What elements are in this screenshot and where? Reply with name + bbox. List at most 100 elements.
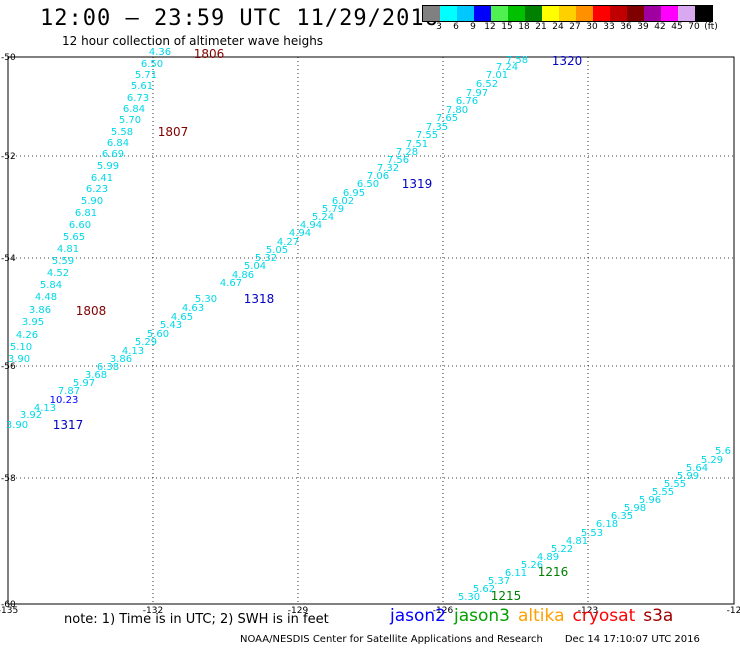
swh-value: 4.94 bbox=[300, 220, 322, 231]
swh-value: 6.95 bbox=[343, 188, 365, 199]
pass-time-label: 1807 bbox=[158, 125, 189, 139]
swh-value: 5.70 bbox=[119, 115, 141, 126]
legend-label: 21 bbox=[535, 22, 547, 32]
legend-label: 27 bbox=[569, 22, 581, 32]
swh-value: 3.86 bbox=[110, 354, 132, 365]
swh-value: 7.51 bbox=[406, 139, 428, 150]
pass-time-label: 1317 bbox=[53, 418, 84, 432]
legend-swatch bbox=[542, 6, 559, 21]
swh-value: 6.02 bbox=[332, 196, 354, 207]
swh-value: 6.11 bbox=[505, 568, 527, 579]
legend-label: 42 bbox=[654, 22, 666, 32]
footer: NOAA/NESDIS Center for Satellite Applica… bbox=[240, 634, 700, 645]
legend-swatch bbox=[559, 6, 576, 21]
satellite-jason3: jason3 bbox=[454, 606, 510, 626]
swh-value: 7.97 bbox=[466, 88, 488, 99]
swh-value: 6.73 bbox=[127, 93, 149, 104]
swh-value: 6.38 bbox=[97, 362, 119, 373]
swh-value: 4.94 bbox=[289, 228, 311, 239]
legend-swatch bbox=[610, 6, 627, 21]
latitude-tick-label: -54 bbox=[1, 254, 16, 264]
swh-value: 5.24 bbox=[312, 212, 334, 223]
swh-value: 5.90 bbox=[81, 196, 103, 207]
pass-time-label: 1318 bbox=[244, 292, 275, 306]
swh-value: 6.50 bbox=[141, 59, 163, 70]
swh-value: 7.32 bbox=[377, 163, 399, 174]
swh-value: 4.13 bbox=[122, 346, 144, 357]
legend-label: 30 bbox=[586, 22, 598, 32]
legend-label: 33 bbox=[603, 22, 615, 32]
pass-time-label: 1808 bbox=[76, 304, 107, 318]
legend-label: 6 bbox=[453, 22, 459, 32]
longitude-tick-label: -132 bbox=[143, 606, 163, 616]
swh-value: 7.80 bbox=[446, 105, 468, 116]
pass-time-label: 1806 bbox=[194, 47, 225, 61]
swh-value: 5.64 bbox=[686, 463, 708, 474]
swh-value: 4.63 bbox=[182, 303, 204, 314]
swh-value: 4.26 bbox=[16, 330, 38, 341]
swh-value: 7.35 bbox=[426, 122, 448, 133]
latitude-tick-label: -60 bbox=[1, 600, 16, 610]
swh-value: 6.41 bbox=[91, 173, 113, 184]
swh-value: 7.65 bbox=[436, 113, 458, 124]
legend-swatch bbox=[695, 6, 712, 21]
swh-value: 6.81 bbox=[75, 208, 97, 219]
swh-value: 4.89 bbox=[537, 552, 559, 563]
legend-swatch bbox=[491, 6, 508, 21]
swh-value: 3.92 bbox=[20, 410, 42, 421]
swh-value: 5.6 bbox=[715, 446, 731, 457]
legend-label: 3 bbox=[436, 22, 442, 32]
swh-value: 6.35 bbox=[611, 511, 633, 522]
swh-value: 5.30 bbox=[458, 592, 480, 603]
swh-value: 7.24 bbox=[496, 62, 518, 73]
legend-label: 39 bbox=[637, 22, 649, 32]
swh-value: 6.23 bbox=[86, 184, 108, 195]
swh-value: 4.86 bbox=[232, 270, 254, 281]
swh-value: 4.81 bbox=[57, 244, 79, 255]
latitude-tick-label: -58 bbox=[1, 474, 16, 484]
swh-value: 4.81 bbox=[566, 536, 588, 547]
swh-value: 7.56 bbox=[387, 155, 409, 166]
legend-label: 70 bbox=[688, 22, 700, 32]
swh-value: 6.18 bbox=[596, 519, 618, 530]
swh-value: 3.68 bbox=[85, 370, 107, 381]
swh-value: 5.22 bbox=[551, 544, 573, 555]
legend-swatch bbox=[593, 6, 610, 21]
swh-value: 7.06 bbox=[367, 171, 389, 182]
satellite-altika: altika bbox=[518, 606, 565, 626]
swh-value: 7.55 bbox=[416, 130, 438, 141]
swh-value: 3.90 bbox=[6, 420, 28, 431]
map-title: 12:00 – 23:59 UTC 11/29/2016 bbox=[40, 6, 439, 31]
map-frame bbox=[7, 56, 735, 605]
swh-value: 6.60 bbox=[69, 220, 91, 231]
swh-value: 6.52 bbox=[476, 79, 498, 90]
legend-swatch bbox=[525, 6, 542, 21]
map-subtitle: 12 hour collection of altimeter wave hei… bbox=[62, 34, 324, 48]
legend-label: 12 bbox=[484, 22, 496, 32]
swh-value: 6.50 bbox=[357, 179, 379, 190]
swh-value: 5.29 bbox=[701, 455, 723, 466]
legend-swatch bbox=[576, 6, 593, 21]
swh-value: 3.95 bbox=[22, 317, 44, 328]
longitude-tick-label: -123 bbox=[578, 606, 598, 616]
legend-label: 24 bbox=[552, 22, 564, 32]
legend-label: 36 bbox=[620, 22, 632, 32]
swh-value: 4.52 bbox=[47, 268, 69, 279]
footer-timestamp: Dec 14 17:10:07 UTC 2016 bbox=[564, 634, 700, 645]
longitude-tick-label: -126 bbox=[433, 606, 454, 616]
swh-value: 5.99 bbox=[677, 471, 699, 482]
pass-time-label: 1216 bbox=[538, 565, 569, 579]
swh-value: 7.58 bbox=[506, 55, 528, 66]
swh-value: 5.04 bbox=[244, 261, 266, 272]
swh-value: 5.62 bbox=[473, 584, 495, 595]
satellite-jason2: jason2 bbox=[390, 606, 446, 626]
swh-value: 3.86 bbox=[29, 305, 51, 316]
swh-value: 6.84 bbox=[123, 104, 145, 115]
swh-value: 4.67 bbox=[220, 278, 242, 289]
swh-value: 7.01 bbox=[486, 70, 508, 81]
legend-swatch bbox=[423, 6, 440, 21]
legend-label: 45 bbox=[671, 22, 683, 32]
units-note: note: 1) Time is in UTC; 2) SWH is in fe… bbox=[64, 612, 329, 627]
swh-value: 5.37 bbox=[488, 576, 510, 587]
